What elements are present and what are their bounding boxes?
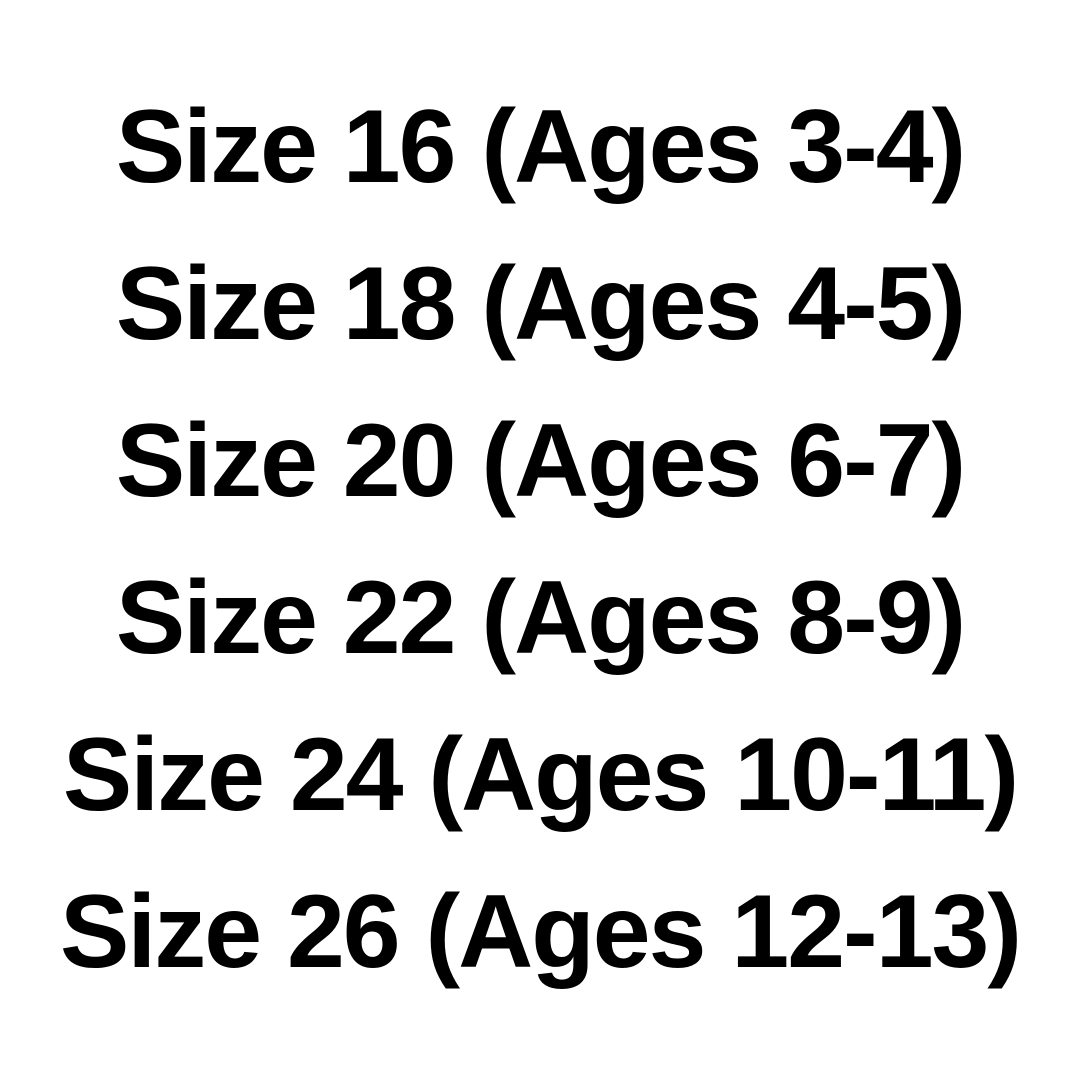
size-line-26: Size 26 (Ages 12-13) xyxy=(59,874,1022,990)
size-line-16: Size 16 (Ages 3-4) xyxy=(115,89,966,205)
size-line-24: Size 24 (Ages 10-11) xyxy=(62,717,1019,833)
size-line-22: Size 22 (Ages 8-9) xyxy=(115,560,966,676)
size-line-20: Size 20 (Ages 6-7) xyxy=(115,403,966,519)
size-line-18: Size 18 (Ages 4-5) xyxy=(115,246,966,362)
